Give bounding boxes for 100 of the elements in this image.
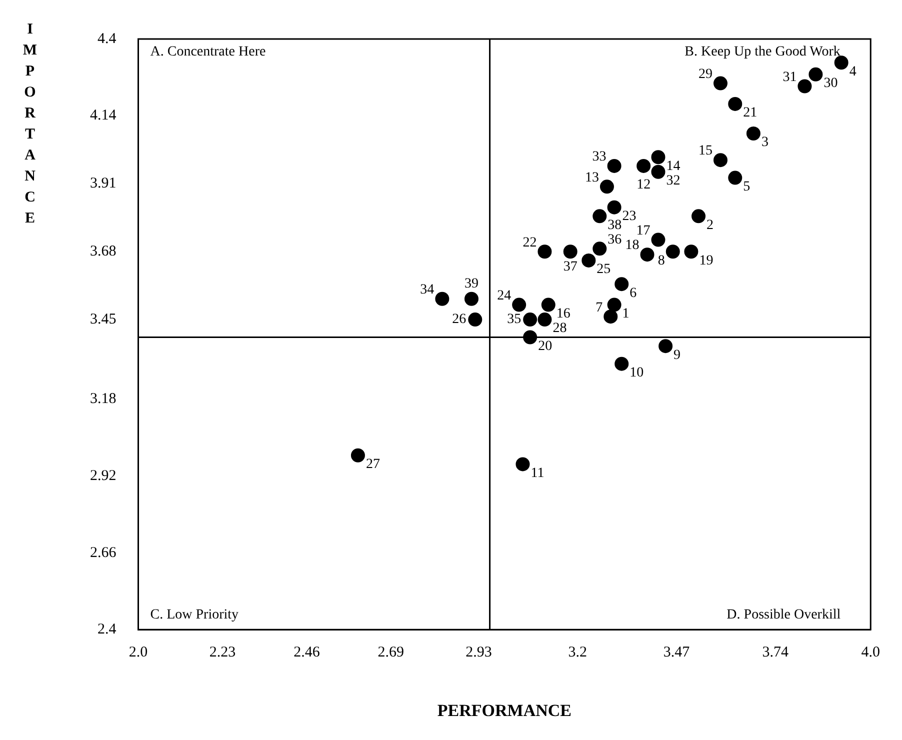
- point: [666, 244, 680, 259]
- point: [582, 253, 596, 268]
- point: [604, 310, 618, 324]
- annotation: 39: [464, 276, 478, 292]
- annotation: 28: [552, 321, 567, 336]
- annotation: 25: [596, 262, 611, 278]
- x-tick-label: 2.0: [128, 644, 148, 661]
- annotation: 21: [743, 106, 758, 121]
- point: [692, 209, 706, 224]
- annotation: 13: [584, 170, 599, 186]
- annotation: D. Possible Overkill: [726, 607, 841, 622]
- annotation: A. Concentrate Here: [150, 44, 266, 60]
- annotation: 29: [698, 66, 712, 82]
- point: [563, 244, 578, 259]
- point: [516, 457, 530, 472]
- y-tick-label: 4.14: [90, 108, 117, 124]
- annotation: 30: [824, 76, 838, 92]
- annotation: 12: [636, 178, 651, 193]
- point: [538, 244, 552, 259]
- annotation: 26: [452, 312, 466, 328]
- annotation: 11: [530, 466, 544, 481]
- annotation: 18: [625, 238, 640, 254]
- point: [808, 67, 823, 82]
- point: [746, 126, 760, 140]
- x-tick-label: 3.74: [762, 644, 790, 661]
- annotation: 20: [538, 338, 552, 354]
- point: [607, 298, 622, 312]
- annotation: 4: [849, 64, 856, 80]
- point: [713, 153, 728, 168]
- point: [541, 298, 556, 312]
- point: [651, 150, 666, 164]
- y-tick-label: 2.66: [90, 544, 117, 561]
- x-tick-label: 4.0: [861, 644, 880, 661]
- point: [684, 244, 698, 259]
- y-tick-label: 3.91: [90, 176, 116, 192]
- annotation: 9: [674, 348, 681, 363]
- annotation: 24: [497, 288, 512, 304]
- x-tick-label: 3.47: [663, 644, 690, 661]
- annotation: 38: [608, 218, 622, 233]
- x-tick-label: 2.46: [294, 644, 320, 661]
- point: [512, 298, 526, 312]
- annotation: 8: [658, 253, 665, 268]
- annotation: 7: [596, 300, 603, 316]
- annotation: 37: [563, 259, 578, 274]
- point: [464, 292, 478, 306]
- y-tick-label: 3.68: [90, 244, 116, 260]
- point: [523, 312, 538, 327]
- annotation: 31: [782, 70, 797, 85]
- point: [728, 96, 742, 111]
- annotation: 23: [622, 208, 636, 224]
- x-tick-label: 3.2: [568, 644, 588, 661]
- annotation: 27: [366, 457, 380, 472]
- point: [468, 312, 482, 327]
- y-tick-label: 2.4: [98, 622, 117, 638]
- annotation: 32: [666, 174, 680, 189]
- point: [614, 356, 629, 371]
- annotation: 5: [743, 179, 750, 194]
- text: IMPORTANCE: [22, 21, 38, 226]
- annotation: 22: [522, 235, 537, 250]
- annotation: 33: [592, 150, 606, 165]
- point: [592, 209, 607, 224]
- annotation: 16: [556, 306, 570, 322]
- point: [728, 170, 742, 185]
- point: [592, 242, 607, 256]
- point: [636, 158, 651, 173]
- annotation: 1: [622, 306, 630, 322]
- x-tick-label: 2.93: [466, 644, 492, 661]
- y-tick-label: 2.92: [90, 468, 116, 484]
- point: [658, 339, 673, 354]
- point: [798, 79, 812, 94]
- y-tick-label: 3.18: [90, 391, 116, 408]
- point: [607, 158, 622, 173]
- point: [640, 248, 654, 262]
- annotation: 14: [666, 158, 680, 174]
- x-tick-label: 2.69: [378, 644, 404, 661]
- annotation: 34: [420, 282, 434, 298]
- annotation: 2: [706, 218, 714, 233]
- y-tick-label: 4.4: [98, 30, 117, 47]
- point: [834, 56, 848, 70]
- x-axis-title: PERFORMANCE: [437, 701, 572, 720]
- annotation: 36: [608, 232, 622, 248]
- annotation: 35: [507, 312, 522, 328]
- point: [350, 448, 365, 462]
- point: [435, 292, 450, 306]
- annotation: 15: [698, 144, 712, 159]
- annotation: 3: [761, 135, 768, 150]
- annotation: 6: [630, 286, 637, 301]
- annotation: 17: [636, 223, 650, 238]
- y-tick-label: 3.45: [90, 311, 116, 328]
- point: [651, 232, 666, 247]
- annotation: C. Low Priority: [150, 607, 239, 622]
- x-tick-label: 2.23: [209, 644, 236, 661]
- point: [538, 312, 552, 327]
- point: [614, 277, 629, 292]
- annotation: 19: [699, 253, 714, 268]
- point: [651, 164, 666, 179]
- annotation: B. Keep Up the Good Work: [684, 44, 840, 60]
- annotation: 10: [630, 366, 644, 380]
- point: [600, 180, 614, 194]
- point: [713, 76, 728, 90]
